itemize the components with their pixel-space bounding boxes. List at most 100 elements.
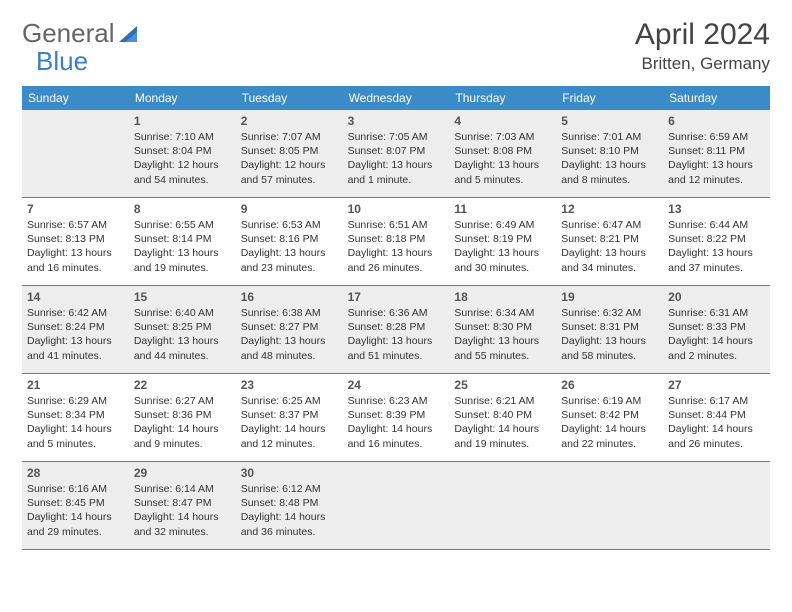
day-number: 28 [27,466,124,480]
day-info: Sunrise: 6:29 AMSunset: 8:34 PMDaylight:… [27,394,124,451]
day-number: 17 [348,290,445,304]
calendar-cell: 24 Sunrise: 6:23 AMSunset: 8:39 PMDayligh… [343,374,450,462]
logo-text-general: General [22,18,115,49]
day-header: Friday [556,86,663,110]
day-info: Sunrise: 6:53 AMSunset: 8:16 PMDaylight:… [241,218,338,275]
day-info: Sunrise: 6:32 AMSunset: 8:31 PMDaylight:… [561,306,658,363]
day-info: Sunrise: 6:23 AMSunset: 8:39 PMDaylight:… [348,394,445,451]
calendar-cell: 28 Sunrise: 6:16 AMSunset: 8:45 PMDayligh… [22,462,129,550]
day-number: 10 [348,202,445,216]
day-info: Sunrise: 7:07 AMSunset: 8:05 PMDaylight:… [241,130,338,187]
calendar-cell: 7Sunrise: 6:57 AMSunset: 8:13 PMDaylight… [22,198,129,286]
day-number: 27 [668,378,765,392]
calendar-cell: 8 Sunrise: 6:55 AMSunset: 8:14 PMDaylight… [129,198,236,286]
day-info: Sunrise: 6:42 AMSunset: 8:24 PMDaylight:… [27,306,124,363]
day-info: Sunrise: 6:51 AMSunset: 8:18 PMDaylight:… [348,218,445,275]
day-number: 2 [241,114,338,128]
calendar-cell: 21 Sunrise: 6:29 AMSunset: 8:34 PMDayligh… [22,374,129,462]
day-number: 1 [134,114,231,128]
calendar-cell: 10 Sunrise: 6:51 AMSunset: 8:18 PMDayligh… [343,198,450,286]
day-info: Sunrise: 6:38 AMSunset: 8:27 PMDaylight:… [241,306,338,363]
day-info: Sunrise: 7:05 AMSunset: 8:07 PMDaylight:… [348,130,445,187]
calendar-cell: 20 Sunrise: 6:31 AMSunset: 8:33 PMDayligh… [663,286,770,374]
location: Britten, Germany [635,54,770,74]
calendar-cell: 6 Sunrise: 6:59 AMSunset: 8:11 PMDaylight… [663,110,770,198]
logo-text-blue: Blue [36,46,88,76]
calendar-cell: 29 Sunrise: 6:14 AMSunset: 8:47 PMDayligh… [129,462,236,550]
calendar-cell: 12 Sunrise: 6:47 AMSunset: 8:21 PMDayligh… [556,198,663,286]
day-number: 30 [241,466,338,480]
calendar-cell-empty [449,462,556,550]
day-number: 6 [668,114,765,128]
day-header: Wednesday [343,86,450,110]
logo-triangle-icon [119,18,141,49]
day-header: Tuesday [236,86,343,110]
day-info: Sunrise: 6:36 AMSunset: 8:28 PMDaylight:… [348,306,445,363]
day-info: Sunrise: 6:16 AMSunset: 8:45 PMDaylight:… [27,482,124,539]
calendar-cell-empty [556,462,663,550]
calendar-cell: 18Sunrise: 6:34 AMSunset: 8:30 PMDayligh… [449,286,556,374]
logo: General [22,18,143,49]
day-number: 15 [134,290,231,304]
calendar-cell-empty [22,110,129,198]
day-info: Sunrise: 6:49 AMSunset: 8:19 PMDaylight:… [454,218,551,275]
day-number: 20 [668,290,765,304]
title-block: April 2024 Britten, Germany [635,18,770,74]
calendar-grid: SundayMondayTuesdayWednesdayThursdayFrid… [22,86,770,550]
calendar-cell: 26Sunrise: 6:19 AMSunset: 8:42 PMDayligh… [556,374,663,462]
day-info: Sunrise: 6:47 AMSunset: 8:21 PMDaylight:… [561,218,658,275]
day-number: 8 [134,202,231,216]
day-header: Monday [129,86,236,110]
day-number: 3 [348,114,445,128]
day-info: Sunrise: 6:59 AMSunset: 8:11 PMDaylight:… [668,130,765,187]
day-number: 5 [561,114,658,128]
day-number: 24 [348,378,445,392]
day-info: Sunrise: 6:55 AMSunset: 8:14 PMDaylight:… [134,218,231,275]
calendar-cell: 11 Sunrise: 6:49 AMSunset: 8:19 PMDayligh… [449,198,556,286]
day-info: Sunrise: 6:19 AMSunset: 8:42 PMDaylight:… [561,394,658,451]
day-number: 25 [454,378,551,392]
day-number: 22 [134,378,231,392]
day-number: 21 [27,378,124,392]
day-number: 16 [241,290,338,304]
day-info: Sunrise: 6:40 AMSunset: 8:25 PMDaylight:… [134,306,231,363]
calendar-cell: 9 Sunrise: 6:53 AMSunset: 8:16 PMDaylight… [236,198,343,286]
day-info: Sunrise: 6:14 AMSunset: 8:47 PMDaylight:… [134,482,231,539]
day-number: 9 [241,202,338,216]
day-number: 13 [668,202,765,216]
day-info: Sunrise: 6:25 AMSunset: 8:37 PMDaylight:… [241,394,338,451]
day-info: Sunrise: 6:34 AMSunset: 8:30 PMDaylight:… [454,306,551,363]
day-number: 11 [454,202,551,216]
day-number: 12 [561,202,658,216]
day-info: Sunrise: 6:17 AMSunset: 8:44 PMDaylight:… [668,394,765,451]
calendar-cell: 14 Sunrise: 6:42 AMSunset: 8:24 PMDayligh… [22,286,129,374]
day-number: 7 [27,202,124,216]
header: General April 2024 Britten, Germany [22,18,770,74]
day-info: Sunrise: 6:21 AMSunset: 8:40 PMDaylight:… [454,394,551,451]
calendar-cell: 15 Sunrise: 6:40 AMSunset: 8:25 PMDayligh… [129,286,236,374]
day-number: 29 [134,466,231,480]
calendar-cell: 23 Sunrise: 6:25 AMSunset: 8:37 PMDayligh… [236,374,343,462]
day-info: Sunrise: 6:12 AMSunset: 8:48 PMDaylight:… [241,482,338,539]
calendar-cell-empty [343,462,450,550]
day-info: Sunrise: 6:44 AMSunset: 8:22 PMDaylight:… [668,218,765,275]
day-header: Sunday [22,86,129,110]
calendar-cell: 13 Sunrise: 6:44 AMSunset: 8:22 PMDayligh… [663,198,770,286]
calendar-cell: 5Sunrise: 7:01 AMSunset: 8:10 PMDaylight… [556,110,663,198]
day-info: Sunrise: 6:27 AMSunset: 8:36 PMDaylight:… [134,394,231,451]
day-number: 14 [27,290,124,304]
day-info: Sunrise: 6:31 AMSunset: 8:33 PMDaylight:… [668,306,765,363]
calendar-cell: 22 Sunrise: 6:27 AMSunset: 8:36 PMDayligh… [129,374,236,462]
calendar-cell: 16 Sunrise: 6:38 AMSunset: 8:27 PMDayligh… [236,286,343,374]
calendar-cell: 17 Sunrise: 6:36 AMSunset: 8:28 PMDayligh… [343,286,450,374]
calendar-cell: 2 Sunrise: 7:07 AMSunset: 8:05 PMDaylight… [236,110,343,198]
day-info: Sunrise: 7:10 AMSunset: 8:04 PMDaylight:… [134,130,231,187]
day-header: Saturday [663,86,770,110]
calendar-cell: 25 Sunrise: 6:21 AMSunset: 8:40 PMDayligh… [449,374,556,462]
calendar-cell: 19Sunrise: 6:32 AMSunset: 8:31 PMDayligh… [556,286,663,374]
day-number: 23 [241,378,338,392]
calendar-cell: 1 Sunrise: 7:10 AMSunset: 8:04 PMDaylight… [129,110,236,198]
day-header: Thursday [449,86,556,110]
calendar-cell-empty [663,462,770,550]
calendar-cell: 30 Sunrise: 6:12 AMSunset: 8:48 PMDayligh… [236,462,343,550]
